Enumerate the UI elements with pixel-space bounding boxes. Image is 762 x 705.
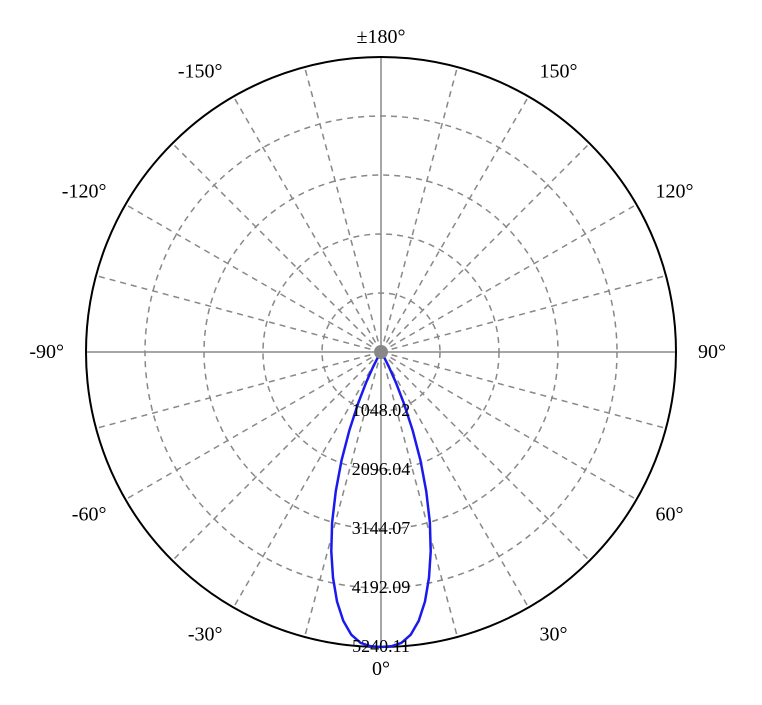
angle-label: 0° <box>372 658 390 680</box>
angle-label: -60° <box>72 504 107 526</box>
polar-chart: ±180° -150° -120° -90° -60° -30° 0° 30° 60° 90° 12… <box>0 0 762 705</box>
angle-label: -30° <box>188 624 223 646</box>
polar-chart-svg: ±180° -150° -120° -90° -60° -30° 0° 30° 60° 90° 12… <box>0 0 762 705</box>
radial-label: 5240.11 <box>352 636 410 656</box>
radial-label: 4192.09 <box>352 577 411 597</box>
angle-label: ±180° <box>357 26 406 48</box>
angle-label: -120° <box>62 181 107 203</box>
angle-label: -150° <box>178 60 223 82</box>
angle-label: 120° <box>656 181 694 203</box>
angle-label: 30° <box>540 624 568 646</box>
radial-label: 1048.02 <box>352 400 411 420</box>
radial-label: 3144.07 <box>352 518 411 538</box>
angle-label: 60° <box>656 504 684 526</box>
angle-label: -90° <box>29 341 64 363</box>
angle-label: 150° <box>540 60 578 82</box>
angle-label: 90° <box>698 341 726 363</box>
radial-label: 2096.04 <box>352 459 411 479</box>
